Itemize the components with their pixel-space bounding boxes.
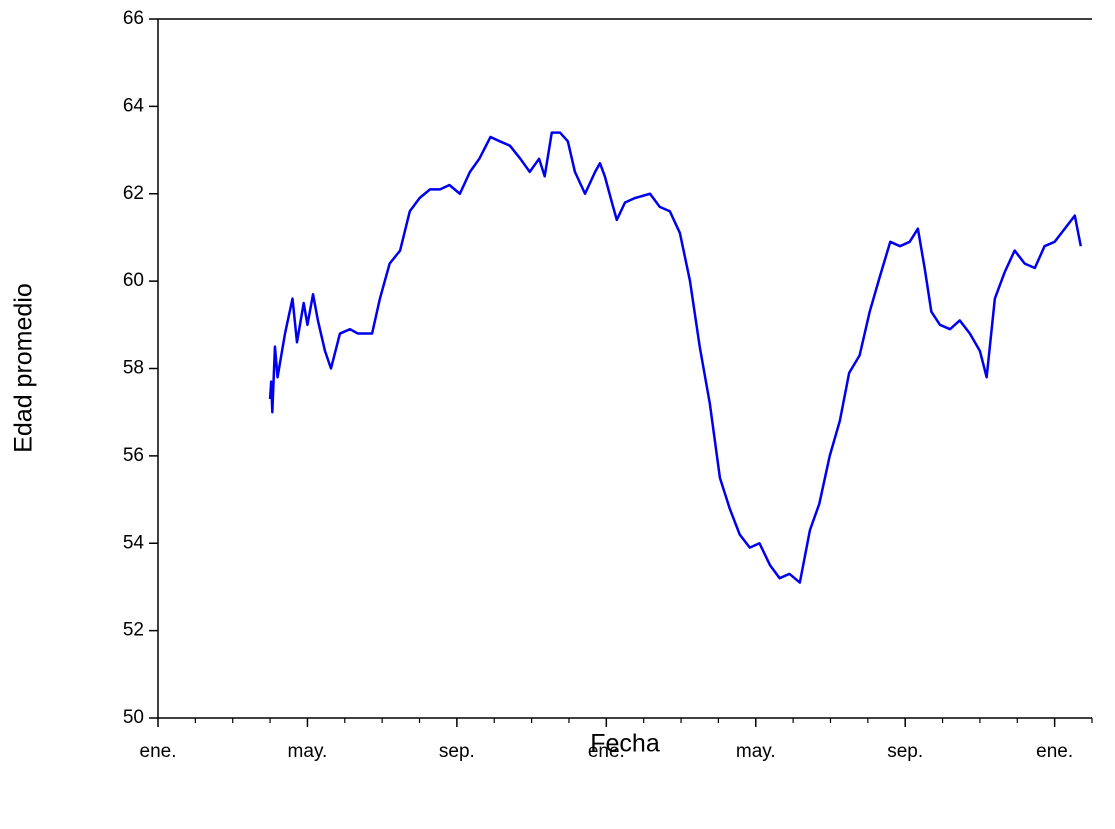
x-tick-label: ene. — [588, 741, 625, 762]
x-axis-title: Fecha — [590, 730, 660, 758]
x-tick-label: ene. — [140, 741, 177, 762]
y-tick-label: 60 — [123, 270, 144, 291]
y-tick-label: 52 — [123, 620, 144, 641]
y-tick-label: 64 — [123, 95, 145, 116]
x-tick-label: ene. — [1036, 741, 1073, 762]
y-tick-label: 62 — [123, 183, 144, 204]
data-line — [268, 131, 1083, 584]
y-tick-label: 50 — [123, 707, 144, 728]
y-tick-label: 66 — [123, 8, 144, 29]
y-axis-title: Edad promedio — [10, 283, 38, 453]
x-tick-label: sep. — [887, 741, 923, 762]
x-tick-label: may. — [288, 741, 328, 762]
y-tick-label: 54 — [123, 532, 145, 553]
y-tick-label: 56 — [123, 445, 144, 466]
x-tick-label: sep. — [439, 741, 475, 762]
x-tick-label: may. — [736, 741, 776, 762]
y-tick-label: 58 — [123, 358, 144, 379]
